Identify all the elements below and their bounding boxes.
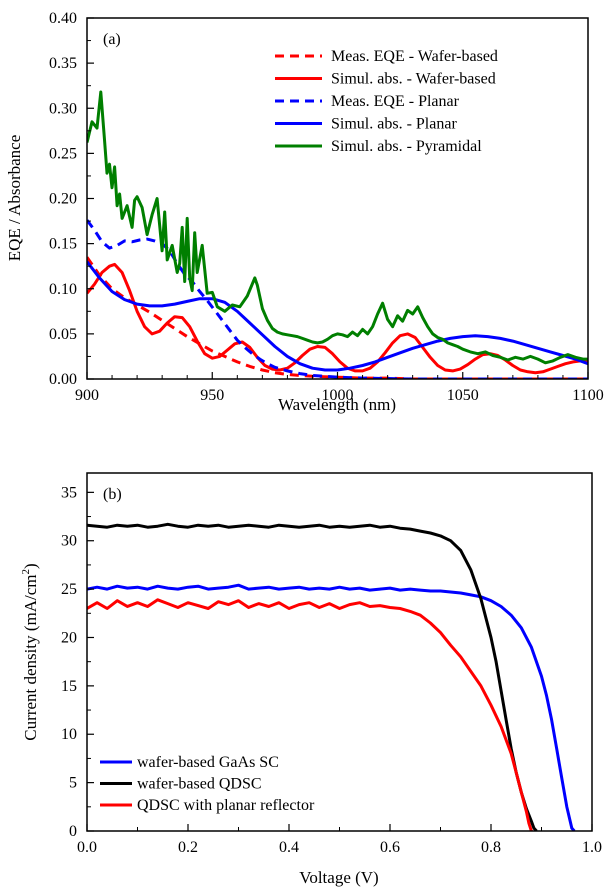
panel-a-series-line-4 [87,90,588,365]
panel-a-ylabel: EQE / Absorbance [5,135,24,262]
panel-b-xtick-label: 0.0 [77,839,97,856]
panel-a-xtick-label: 1100 [572,387,603,404]
panel-b-xtick-label: 0.8 [481,839,501,856]
panel-b-series-line-1 [87,522,538,831]
panel-b-ytick-label: 5 [69,775,77,792]
panel-b-ytick-label: 0 [69,823,77,840]
panel-a-xlabel: Wavelength (nm) [278,395,396,414]
panel-b-ytick-label: 20 [61,629,77,646]
panel-a-legend-label-2: Meas. EQE - Planar [331,93,460,110]
panel-a-xtick-label: 1000 [322,387,354,404]
panel-a-legend-label-3: Simul. abs. - Planar [331,116,457,133]
panel-a-label: (a) [103,31,121,48]
panel-a-legend-label-4: Simul. abs. - Pyramidal [331,138,482,155]
panel-b-ylabel-main: Current density (mA/cm [21,574,40,740]
panel-b-series-line-0 [87,583,576,831]
panel-b-legend-label-2: QDSC with planar reflector [137,797,315,814]
panel-b-xtick-label: 0.6 [380,839,400,856]
panel-a-legend-label-0: Meas. EQE - Wafer-based [331,48,498,65]
panel-b-ytick-label: 15 [61,678,77,695]
panel-a-xtick-label: 900 [75,387,99,404]
panel-b-ytick-label: 25 [61,581,77,598]
panel-b-legend-label-0: wafer-based GaAs SC [137,754,279,771]
panel-a-ytick-label: 0.05 [49,326,77,343]
panel-a-ytick-label: 0.00 [49,371,77,388]
panel-a-xtick-label: 950 [200,387,224,404]
panel-b-xtick-label: 0.2 [178,839,198,856]
panel-a-ytick-label: 0.20 [49,191,77,208]
panel-b-ytick-label: 30 [61,533,77,550]
panel-b-ticks: 0.0 0.2 0.4 0.6 0.8 1.0 0 5 10 15 20 25 30 35 [61,484,602,856]
panel-b-xtick-label: 0.4 [279,839,299,856]
panel-b-ylabel: Current density (mA/cm2) [20,563,40,740]
panel-a-ytick-label: 0.30 [49,100,77,117]
panel-a-series-line-0 [87,256,588,379]
panel-a-series-line-3 [87,260,588,372]
panel-b-series-line-2 [87,598,533,831]
panel-b-legend: wafer-based GaAs SC wafer-based QDSC QDSC … [100,754,315,814]
panel-b: 0.0 0.2 0.4 0.6 0.8 1.0 0 5 10 15 20 25 30 35 (b) Vol… [20,472,602,887]
panel-a-xtick-label: 1050 [447,387,479,404]
panel-a: 900 950 1000 1050 1100 0.00 0.05 0.10 0.15 0.20 0.… [5,10,604,414]
panel-a-ytick-label: 0.35 [49,55,77,72]
panel-b-ylabel-end: ) [21,563,40,569]
panel-a-series-line-2 [87,219,588,379]
panel-a-legend-label-1: Simul. abs. - Wafer-based [331,71,496,88]
panel-b-xlabel: Voltage (V) [299,868,378,887]
panel-b-xtick-label: 1.0 [582,839,602,856]
panel-a-ticks: 900 950 1000 1050 1100 0.00 0.05 0.10 0.15 0.20 0.… [49,10,604,404]
panel-b-label: (b) [103,486,122,503]
panel-a-series-layer [87,90,588,379]
panel-a-ytick-label: 0.40 [49,10,77,27]
panel-a-ytick-label: 0.10 [49,281,77,298]
panel-b-ytick-label: 35 [61,484,77,501]
panel-a-ytick-label: 0.15 [49,236,77,253]
panel-a-legend: Meas. EQE - Wafer-based Simul. abs. - Waf… [275,48,498,155]
panel-a-ytick-label: 0.25 [49,145,77,162]
panel-b-series-layer [87,522,576,831]
panel-b-legend-label-1: wafer-based QDSC [137,776,262,793]
panel-b-ytick-label: 10 [61,726,77,743]
panel-b-ylabel-sup: 2 [20,569,32,575]
